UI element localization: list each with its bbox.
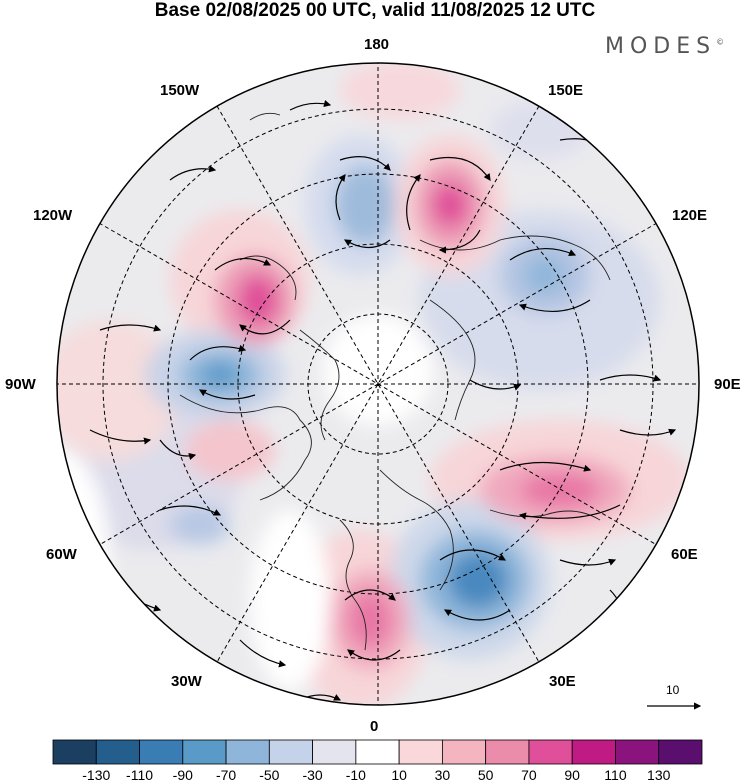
lon-label-60w: 60W bbox=[46, 546, 77, 563]
colorbar-label: -70 bbox=[215, 767, 237, 783]
brand-mark: © bbox=[716, 37, 725, 47]
modes-logo: MODES© bbox=[605, 34, 724, 59]
lon-label-150w: 150W bbox=[160, 82, 200, 99]
colorbar-label: -130 bbox=[82, 767, 111, 783]
lon-label-90e: 90E bbox=[714, 376, 741, 393]
lon-label-180: 180 bbox=[364, 36, 390, 53]
colorbar-label: -50 bbox=[259, 767, 280, 783]
colorbar-label: -10 bbox=[345, 767, 366, 783]
colorbar-swatch bbox=[658, 739, 703, 765]
colorbar-swatch bbox=[528, 739, 573, 765]
colorbar-swatch bbox=[571, 739, 616, 765]
map-title: Base 02/08/2025 00 UTC, valid 11/08/2025… bbox=[154, 0, 596, 21]
lon-label-120e: 120E bbox=[672, 207, 708, 224]
lon-label-30w: 30W bbox=[171, 673, 202, 690]
colorbar-swatch bbox=[268, 739, 314, 765]
colorbar-label: -30 bbox=[302, 767, 323, 783]
reference-vector-label: 10 bbox=[666, 683, 680, 697]
colorbar-swatch bbox=[182, 739, 227, 765]
colorbar-label: 50 bbox=[477, 767, 494, 783]
colorbar-label: -90 bbox=[172, 767, 193, 783]
colorbar-label: -110 bbox=[126, 767, 154, 783]
colorbar bbox=[52, 739, 703, 765]
coastlines bbox=[179, 112, 611, 651]
colorbar-swatch bbox=[52, 739, 97, 765]
colorbar-swatch bbox=[95, 739, 140, 765]
colorbar-label: 90 bbox=[564, 767, 580, 783]
lon-label-90w: 90W bbox=[5, 376, 36, 393]
colorbar-swatch bbox=[441, 739, 487, 765]
colorbar-swatch bbox=[225, 739, 270, 765]
colorbar-swatch bbox=[312, 739, 357, 765]
colorbar-swatch bbox=[355, 739, 400, 765]
brand-text: MODES bbox=[605, 34, 717, 59]
colorbar-label: 70 bbox=[521, 767, 537, 783]
colorbar-swatch bbox=[615, 739, 660, 765]
lon-label-120w: 120W bbox=[33, 207, 73, 224]
colorbar-swatch bbox=[485, 739, 530, 765]
lon-label-30e: 30E bbox=[549, 673, 576, 690]
colorbar-label: 110 bbox=[604, 767, 627, 783]
colorbar-swatch bbox=[139, 739, 184, 765]
lon-label-60e: 60E bbox=[671, 546, 698, 563]
map-boundary bbox=[56, 62, 700, 706]
colorbar-label: 30 bbox=[434, 767, 451, 783]
colorbar-swatch bbox=[398, 739, 443, 765]
lon-label-150e: 150E bbox=[548, 82, 584, 99]
colorbar-label: 10 bbox=[391, 767, 407, 783]
colorbar-label: 130 bbox=[647, 767, 671, 783]
lon-label-0: 0 bbox=[370, 718, 379, 735]
anomaly-field bbox=[57, 63, 699, 705]
